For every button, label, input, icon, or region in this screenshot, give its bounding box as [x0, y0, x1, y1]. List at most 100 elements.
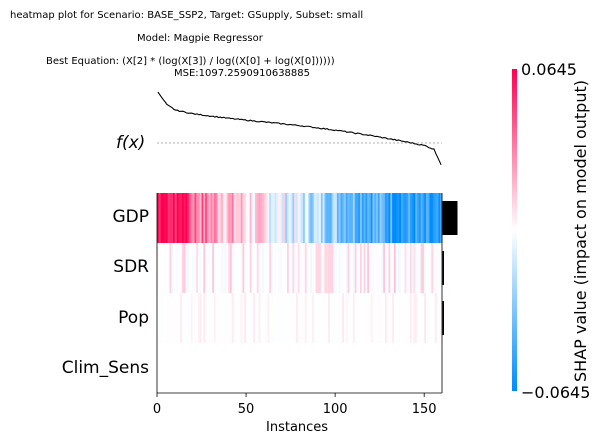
heatmap-cell	[425, 243, 429, 293]
heatmap-cell	[301, 243, 304, 293]
heatmap-cell	[303, 293, 306, 343]
heatmap-cell	[310, 243, 313, 293]
heatmap-cell	[379, 293, 382, 343]
heatmap-cell	[171, 343, 174, 393]
heatmap-cell	[367, 243, 370, 293]
heatmap-cell	[315, 243, 318, 293]
heatmap-cell	[237, 243, 240, 293]
heatmap-cell	[189, 343, 192, 393]
heatmap-cell	[322, 343, 325, 393]
heatmap-cell	[262, 293, 265, 343]
heatmap-cell	[246, 243, 249, 293]
heatmap-cell	[214, 193, 217, 243]
heatmap-cell	[349, 293, 352, 343]
heatmap-cell	[422, 343, 425, 393]
importance-bar-gdp	[442, 201, 458, 235]
heatmap-cell	[247, 343, 251, 393]
heatmap-cell	[367, 193, 370, 243]
heatmap-cells	[157, 193, 443, 393]
heatmap-cell	[418, 293, 422, 343]
heatmap-cell	[354, 243, 357, 293]
heatmap-cell	[162, 193, 165, 243]
heatmap-cell	[279, 343, 283, 393]
heatmap-cell	[361, 193, 365, 243]
heatmap-cell	[164, 343, 167, 393]
heatmap-cell	[231, 193, 234, 243]
heatmap-cell	[401, 343, 404, 393]
heatmap-cell	[201, 193, 204, 243]
heatmap-cell	[336, 243, 340, 293]
heatmap-cell	[269, 343, 272, 393]
heatmap-cell	[271, 293, 274, 343]
heatmap-cell	[370, 193, 373, 243]
heatmap-cell	[324, 193, 327, 243]
heatmap-cell	[368, 243, 372, 293]
heatmap-cell	[352, 293, 356, 343]
heatmap-cell	[228, 293, 231, 343]
heatmap-cell	[222, 293, 226, 343]
heatmap-cell	[240, 193, 243, 243]
heatmap-cell	[169, 243, 172, 293]
heatmap-cell	[299, 293, 302, 343]
heatmap-cell	[233, 193, 236, 243]
heatmap-cell	[402, 293, 405, 343]
heatmap-cell	[379, 193, 382, 243]
heatmap-cell	[433, 343, 436, 393]
heatmap-cell	[265, 293, 268, 343]
heatmap-cell	[399, 193, 402, 243]
heatmap-cell	[345, 243, 348, 293]
heatmap-cell	[262, 343, 265, 393]
heatmap-cell	[376, 243, 379, 293]
heatmap-cell	[190, 293, 194, 343]
heatmap-cell	[335, 243, 338, 293]
heatmap-cell	[276, 293, 279, 343]
heatmap-cell	[358, 293, 361, 343]
heatmap-cell	[395, 293, 398, 343]
heatmap-cell	[393, 243, 397, 293]
heatmap-cell	[226, 343, 229, 393]
heatmap-cell	[368, 343, 372, 393]
heatmap-cell	[379, 243, 382, 293]
heatmap-cell	[436, 243, 439, 293]
heatmap-cell	[283, 343, 286, 393]
heatmap-cell	[269, 193, 272, 243]
heatmap-cell	[356, 193, 359, 243]
heatmap-cell	[404, 243, 407, 293]
heatmap-cell	[363, 243, 366, 293]
title-line-2: Model: Magpie Regressor	[137, 33, 263, 44]
heatmap-cell	[329, 293, 332, 343]
heatmap-cell	[415, 293, 418, 343]
heatmap-cell	[233, 343, 236, 393]
heatmap-cell	[390, 343, 393, 393]
heatmap-cell	[206, 243, 210, 293]
heatmap-cell	[240, 243, 243, 293]
heatmap-cell	[230, 343, 233, 393]
heatmap-cell	[278, 343, 281, 393]
heatmap-cell	[397, 293, 400, 343]
heatmap-cell	[392, 343, 395, 393]
heatmap-cell	[260, 343, 263, 393]
heatmap-cell	[247, 193, 251, 243]
heatmap-cell	[271, 243, 274, 293]
heatmap-cell	[383, 243, 386, 293]
heatmap-cell	[328, 243, 331, 293]
heatmap-cell	[288, 193, 291, 243]
heatmap-cell	[253, 343, 256, 393]
heatmap-cell	[377, 293, 381, 343]
heatmap-cell	[228, 243, 231, 293]
heatmap-cell	[406, 193, 409, 243]
x-tick-label: 50	[238, 402, 255, 417]
heatmap-cell	[354, 293, 357, 343]
heatmap-cell	[203, 193, 206, 243]
heatmap-cell	[328, 293, 331, 343]
heatmap-cell	[238, 343, 242, 393]
heatmap-cell	[303, 343, 306, 393]
heatmap-cell	[345, 343, 348, 393]
heatmap-cell	[404, 193, 407, 243]
heatmap-cell	[224, 343, 227, 393]
heatmap-cell	[358, 193, 361, 243]
heatmap-cell	[417, 193, 420, 243]
x-axis-ticks: 0 50 100 150	[153, 393, 437, 417]
heatmap-cell	[158, 193, 161, 243]
heatmap-cell	[178, 243, 181, 293]
